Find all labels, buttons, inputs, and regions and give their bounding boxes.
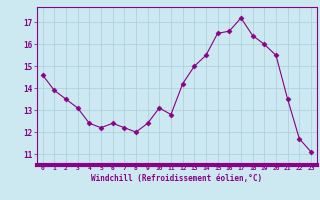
X-axis label: Windchill (Refroidissement éolien,°C): Windchill (Refroidissement éolien,°C) (91, 174, 262, 183)
